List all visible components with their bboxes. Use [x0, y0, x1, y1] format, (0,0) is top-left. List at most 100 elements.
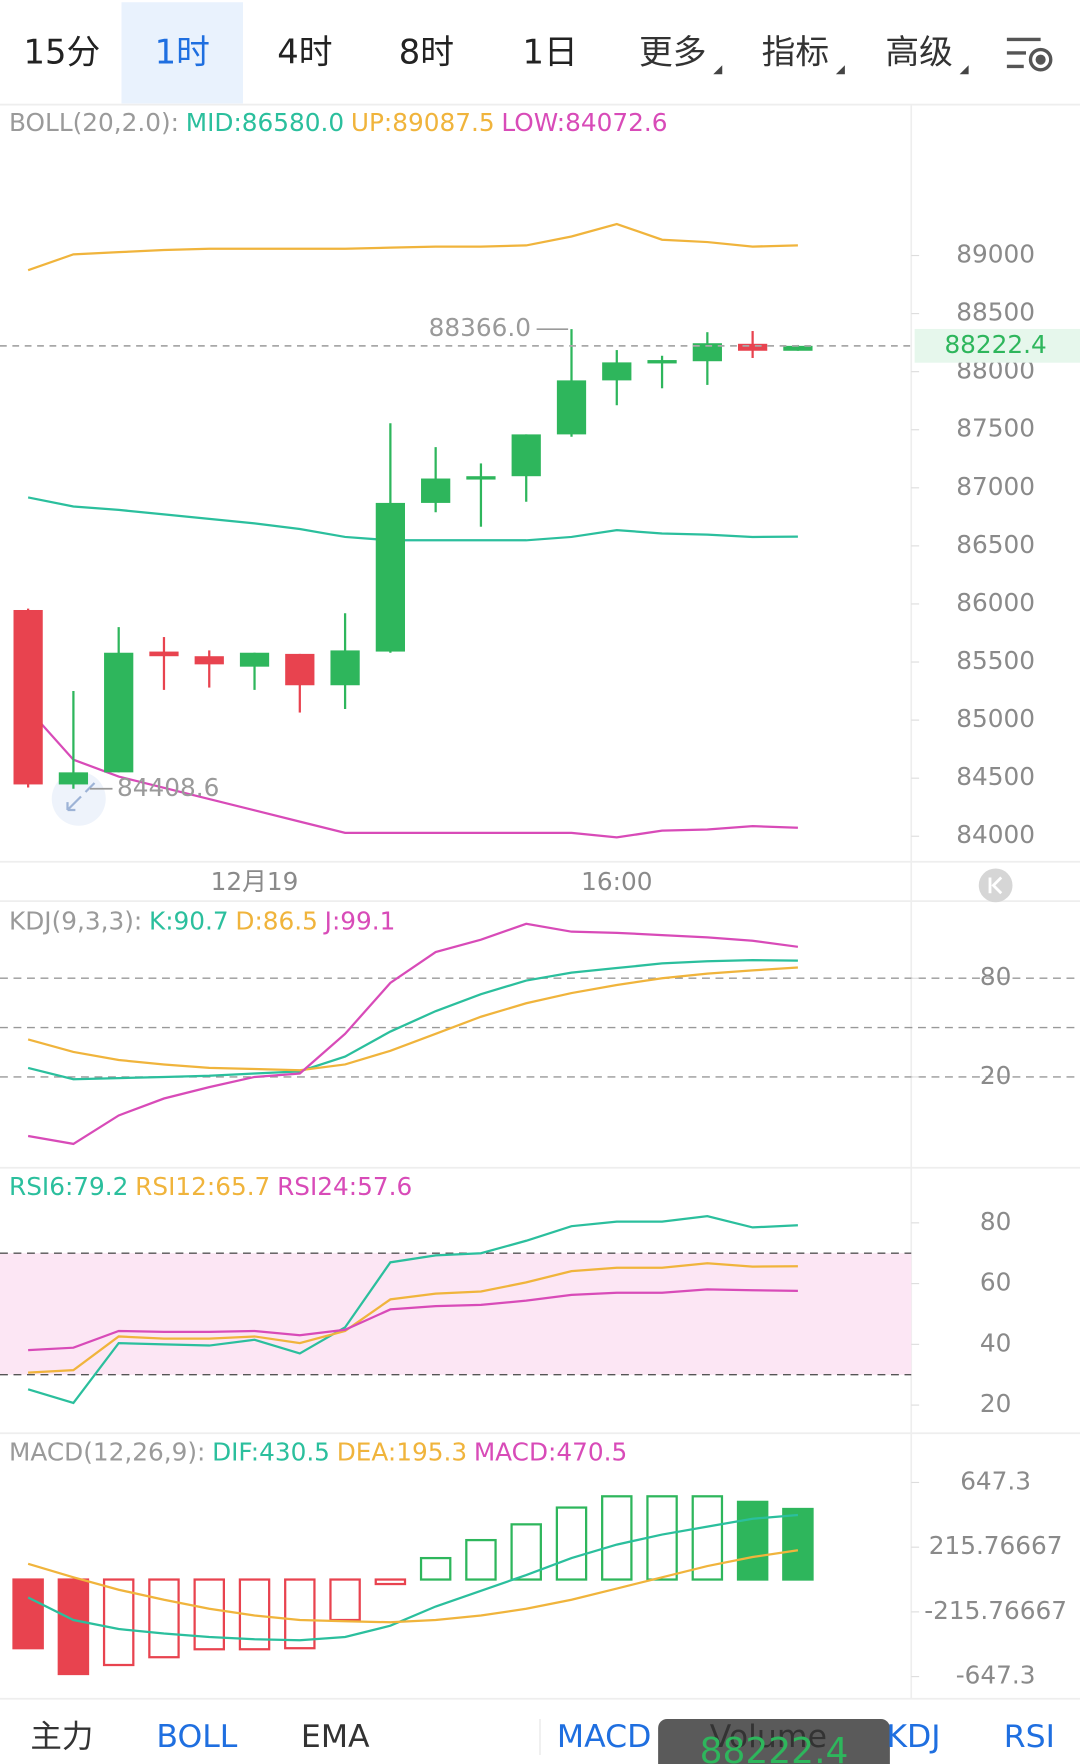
rsi-band — [0, 1253, 912, 1375]
indicator-tab[interactable]: 主力 — [30, 1719, 93, 1755]
indicator-line — [27, 496, 798, 542]
legend-entry: RSI12:65.7 — [135, 1172, 270, 1201]
macd-bar — [555, 1506, 588, 1581]
reset-icon[interactable] — [978, 868, 1013, 903]
y-tick-label: 84500 — [956, 762, 1035, 791]
indicator-line — [27, 1215, 798, 1405]
legend-entry: UP:89087.5 — [351, 108, 495, 137]
y-tick-label: 20 — [980, 1389, 1012, 1418]
indicator-tab[interactable]: EMA — [301, 1719, 370, 1755]
legend-entry: K:90.7 — [149, 907, 229, 936]
y-tick-label: 86500 — [956, 530, 1035, 559]
interval-tab[interactable]: 1日 — [523, 33, 578, 72]
macd-bar — [148, 1578, 180, 1659]
toast — [658, 1719, 890, 1764]
macd-bar — [284, 1578, 316, 1650]
candle-body — [58, 772, 89, 785]
candle-body — [194, 656, 224, 665]
indicator-tab[interactable]: BOLL — [156, 1719, 237, 1755]
indicator-line — [27, 922, 799, 1146]
indicator-line — [27, 966, 798, 1072]
macd-bar — [691, 1495, 724, 1581]
indicator-line — [28, 1262, 798, 1374]
y-tick-label: 87500 — [956, 414, 1035, 443]
legend-entry: DIF:430.5 — [212, 1438, 330, 1467]
candle-body — [104, 652, 134, 773]
candle-body — [13, 609, 43, 785]
x-tick-label: 16:00 — [581, 867, 652, 896]
candle-body — [239, 652, 270, 667]
menu-tab[interactable]: 更多 — [639, 33, 707, 72]
interval-tab[interactable]: 4时 — [277, 33, 332, 72]
legend: RSI6:79.2 RSI12:65.7 RSI24:57.6 — [9, 1172, 412, 1201]
y-tick-label: 86000 — [956, 588, 1035, 617]
dropdown-caret — [835, 65, 845, 75]
min-label: 84408.6 — [117, 773, 219, 802]
y-tick-label: 85500 — [956, 646, 1035, 675]
candle-body — [647, 360, 677, 364]
legend-entry: RSI6:79.2 — [9, 1172, 128, 1201]
candle-body — [149, 651, 179, 657]
x-tick-label: 12月19 — [211, 867, 299, 896]
legend-entry: DEA:195.3 — [337, 1438, 467, 1467]
candle-body — [511, 434, 541, 477]
y-tick-label: -215.76667 — [924, 1596, 1067, 1625]
y-tick-label: 85000 — [956, 704, 1035, 733]
indicator-tab[interactable]: Volume — [710, 1719, 827, 1755]
indicator-tab[interactable]: KDJ — [886, 1719, 940, 1755]
y-tick-label: 80 — [980, 1207, 1012, 1236]
candle-body — [783, 345, 813, 351]
indicator-line — [27, 1513, 799, 1642]
candle-body — [556, 380, 587, 435]
y-tick-label: 84000 — [956, 820, 1035, 849]
dropdown-caret — [959, 65, 969, 75]
interval-tab[interactable]: 15分 — [24, 33, 101, 72]
macd-bar — [12, 1578, 44, 1650]
legend: MACD(12,26,9): DIF:430.5 DEA:195.3 MACD:470… — [9, 1438, 627, 1467]
dropdown-caret — [713, 65, 723, 75]
interval-tab[interactable]: 1时 — [155, 33, 210, 72]
legend-entry: J:99.1 — [323, 907, 396, 936]
macd-bar — [329, 1578, 361, 1622]
macd-bar — [374, 1578, 407, 1586]
macd-bar — [57, 1578, 90, 1676]
macd-bar — [419, 1556, 452, 1581]
legend-entry: MACD:470.5 — [474, 1438, 627, 1467]
macd-bar — [102, 1578, 135, 1667]
candle-body — [375, 502, 405, 652]
legend: BOLL(20,2.0): MID:86580.0 UP:89087.5 LOW:84… — [9, 108, 667, 137]
y-tick-label: -647.3 — [956, 1661, 1036, 1690]
legend-entry: D:86.5 — [235, 907, 318, 936]
indicator-line — [27, 1549, 799, 1624]
settings-icon[interactable] — [1006, 37, 1053, 72]
candle-body — [330, 650, 360, 686]
max-label: 88366.0 — [429, 313, 531, 342]
indicator-line — [27, 222, 798, 272]
last-price-bg — [914, 328, 1080, 363]
scroll-icon[interactable] — [51, 771, 106, 826]
last-price-label: 88222.4 — [944, 330, 1046, 359]
indicator-line — [28, 1288, 798, 1352]
menu-tab[interactable]: 指标 — [762, 33, 830, 72]
legend-title: MACD(12,26,9): — [9, 1438, 205, 1467]
toast-price: 88222.4 — [700, 1731, 849, 1764]
menu-tab[interactable]: 高级 — [885, 33, 953, 72]
legend-title: KDJ(9,3,3): — [9, 907, 142, 936]
indicator-tab[interactable]: RSI — [1004, 1719, 1055, 1755]
indicator-tab[interactable]: MACD — [557, 1719, 651, 1755]
interval-tab[interactable]: 8时 — [399, 33, 454, 72]
panel-dividers — [0, 103, 1080, 1755]
legend-title: BOLL(20,2.0): — [9, 108, 179, 137]
candle-body — [466, 476, 496, 480]
legend-entry: LOW:84072.6 — [501, 108, 667, 137]
legend-entry: RSI24:57.6 — [277, 1172, 412, 1201]
y-tick-label: 89000 — [956, 240, 1035, 269]
candle-body — [692, 343, 722, 362]
y-tick-label: 647.3 — [960, 1466, 1031, 1495]
candle-body — [602, 362, 632, 381]
y-tick-label: 80 — [980, 962, 1012, 991]
macd-bar — [465, 1538, 497, 1581]
tab-selected-bg — [121, 2, 243, 104]
